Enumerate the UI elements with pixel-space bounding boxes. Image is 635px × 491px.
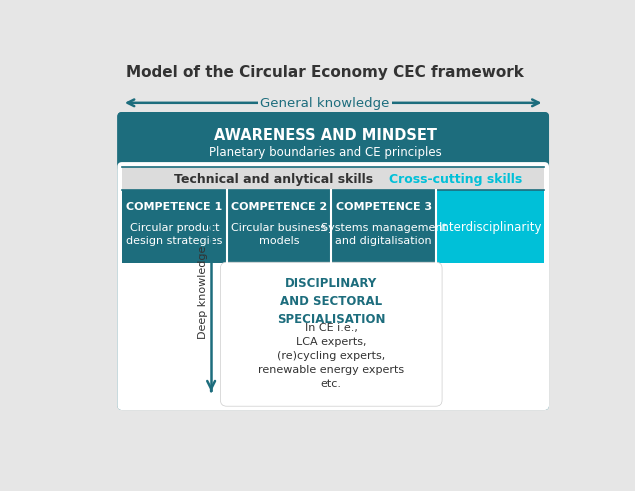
Bar: [122, 159, 544, 167]
Text: Planetary boundaries and CE principles: Planetary boundaries and CE principles: [209, 146, 441, 159]
Text: Technical and anlytical skills: Technical and anlytical skills: [173, 172, 373, 186]
Bar: [122, 167, 544, 190]
Text: COMPETENCE 1: COMPETENCE 1: [126, 202, 222, 212]
Text: COMPETENCE 3: COMPETENCE 3: [335, 202, 432, 212]
Text: Systems management
and digitalisation: Systems management and digitalisation: [321, 223, 446, 246]
Bar: [331, 190, 436, 263]
Text: Circular product
design strategies: Circular product design strategies: [126, 223, 222, 246]
Text: Cross-cutting skills: Cross-cutting skills: [389, 172, 522, 186]
FancyBboxPatch shape: [117, 162, 549, 410]
Text: Deep knowledge: Deep knowledge: [198, 246, 208, 339]
Text: General knowledge: General knowledge: [260, 97, 390, 110]
Text: Circular business
models: Circular business models: [231, 223, 326, 246]
Text: In CE i.e.,
LCA experts,
(re)cycling experts,
renewable energy experts
etc.: In CE i.e., LCA experts, (re)cycling exp…: [258, 323, 404, 389]
FancyBboxPatch shape: [117, 112, 549, 410]
Bar: [227, 190, 331, 263]
Bar: [122, 167, 544, 174]
Text: COMPETENCE 2: COMPETENCE 2: [231, 202, 327, 212]
Bar: [436, 190, 544, 263]
FancyBboxPatch shape: [117, 112, 549, 171]
FancyBboxPatch shape: [220, 262, 442, 406]
Text: AWARENESS AND MINDSET: AWARENESS AND MINDSET: [213, 129, 436, 143]
Text: Interdisciplinarity: Interdisciplinarity: [438, 221, 542, 234]
Bar: [122, 190, 227, 263]
Text: Model of the Circular Economy CEC framework: Model of the Circular Economy CEC framew…: [126, 65, 524, 81]
Text: DISCIPLINARY
AND SECTORAL
SPECIALISATION: DISCIPLINARY AND SECTORAL SPECIALISATION: [277, 277, 385, 327]
